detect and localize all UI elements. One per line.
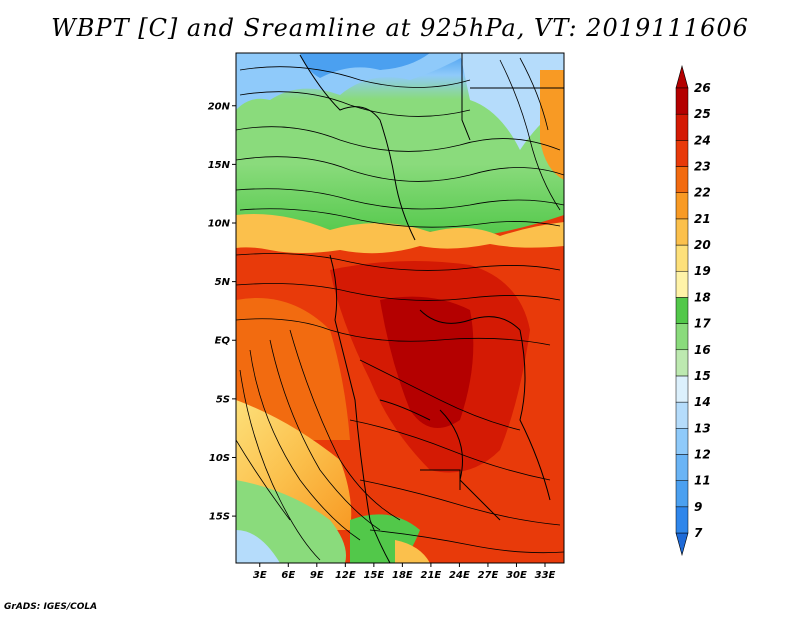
lon-label: 24E (449, 570, 470, 581)
lon-label: 21E (421, 570, 442, 581)
lon-label: 9E (310, 570, 324, 581)
colorbar-swatch (675, 323, 689, 351)
colorbar-label: 7 (694, 526, 703, 540)
lat-label: 10S (209, 453, 230, 464)
grads-credit: GrADS: IGES/COLA (4, 602, 98, 612)
colorbar-label: 15 (694, 369, 711, 383)
field-yellow-band (236, 214, 564, 254)
colorbar-label: 12 (694, 447, 711, 461)
field-blue-east (460, 53, 564, 150)
lon-label: 12E (335, 570, 356, 581)
lat-label: 5N (215, 277, 231, 288)
lat-axis-labels: 20N 15N 10N 5N EQ 5S 10S 15S (208, 101, 236, 523)
colorbar-swatch (675, 480, 689, 508)
lon-label: 3E (253, 570, 267, 581)
colorbar-label: 26 (694, 81, 711, 95)
colorbar-label: 22 (694, 186, 711, 200)
colorbar-label: 21 (694, 212, 711, 226)
colorbar-max-arrow (675, 64, 689, 89)
country-borders (299, 53, 564, 563)
lat-label: 5S (216, 394, 230, 405)
lat-label: 15S (209, 512, 230, 523)
colorbar-swatch (675, 401, 689, 429)
field-orange-ne (540, 70, 564, 180)
map-field (236, 53, 564, 563)
colorbar-swatch (675, 270, 689, 298)
colorbar-swatch (675, 428, 689, 455)
colorbar-swatch (675, 192, 689, 220)
colorbar-swatch (675, 375, 689, 403)
lat-label: 15N (208, 160, 231, 171)
colorbar-label: 11 (694, 474, 711, 488)
colorbar-label: 24 (694, 133, 711, 147)
colorbar-label: 14 (694, 395, 711, 409)
colorbar-swatch (675, 140, 689, 167)
chart-title: WBPT [C] and Sreamline at 925hPa, VT: 20… (51, 14, 749, 42)
lon-label: 18E (392, 570, 413, 581)
field-darkred-core (380, 296, 474, 428)
colorbar-swatch (675, 297, 689, 324)
field-sw-blue (236, 530, 280, 563)
lon-label: 6E (281, 570, 295, 581)
field-ocean-orange (236, 298, 350, 440)
colorbar: 7 9 11 12 13 14 15 16 17 18 19 20 21 22 23 24 25 26 (675, 64, 711, 557)
colorbar-label: 17 (694, 317, 711, 331)
colorbar-swatch (675, 349, 689, 377)
colorbar-label: 19 (694, 264, 711, 278)
colorbar-swatch (675, 454, 689, 481)
streamlines (236, 57, 564, 561)
colorbar-label: 13 (694, 421, 711, 435)
colorbar-label: 16 (694, 343, 711, 357)
lon-axis-labels: 3E 6E 9E 12E 15E 18E 21E 24E 27E 30E 33E (253, 563, 556, 581)
colorbar-swatch (675, 113, 689, 141)
colorbar-swatch (675, 218, 689, 246)
colorbar-label: 18 (694, 290, 711, 304)
colorbar-min-arrow (675, 532, 689, 557)
colorbar-swatch (675, 166, 689, 193)
lat-label: 10N (208, 219, 231, 230)
lon-label: 30E (506, 570, 527, 581)
field-blue-core (300, 53, 430, 78)
field-s-yellow (395, 540, 430, 563)
lon-label: 27E (478, 570, 499, 581)
colorbar-label: 20 (694, 238, 711, 252)
lon-label: 33E (535, 570, 556, 581)
colorbar-label: 9 (694, 500, 702, 514)
lon-label: 15E (363, 570, 384, 581)
map-frame (235, 52, 565, 564)
colorbar-swatch (675, 244, 689, 272)
lat-label: EQ (215, 336, 231, 347)
lat-label: 20N (208, 101, 231, 112)
colorbar-swatch (675, 506, 689, 534)
colorbar-swatch (675, 87, 689, 115)
colorbar-label: 23 (694, 160, 711, 174)
colorbar-label: 25 (694, 107, 711, 121)
